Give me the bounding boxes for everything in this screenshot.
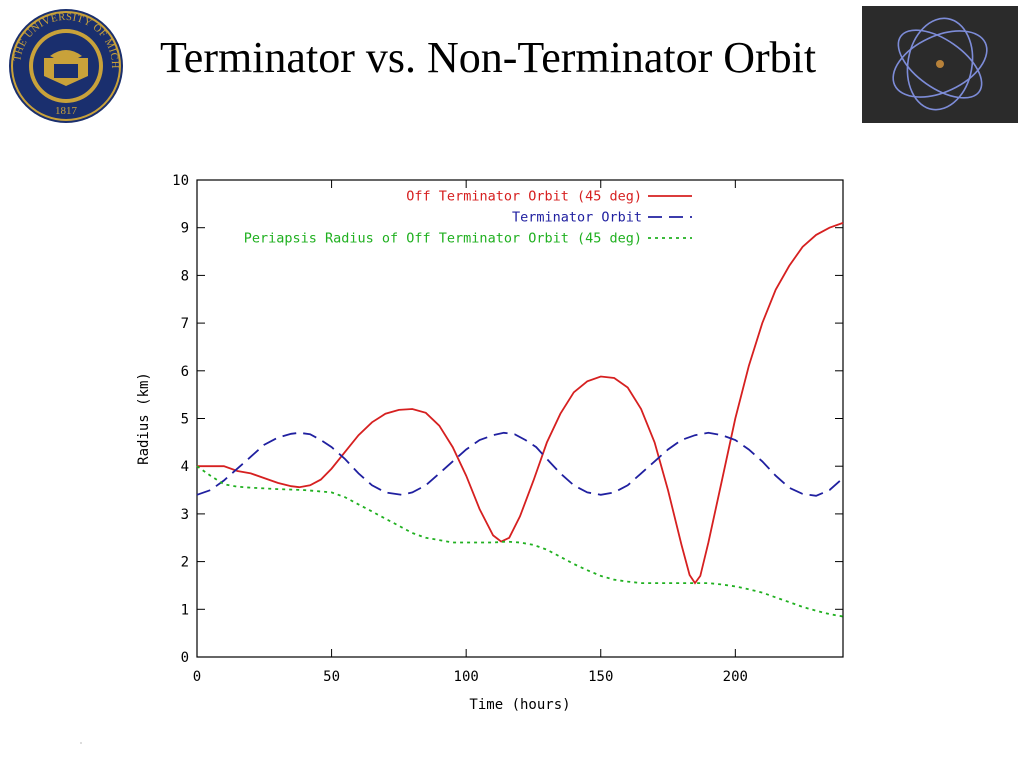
y-tick-label: 2 bbox=[181, 555, 189, 571]
series-line-dotted bbox=[196, 465, 844, 618]
asteroid-body bbox=[936, 60, 944, 68]
radius-vs-time-chart: 0 50 100 150 200 0 1 2 3 4 5 6 7 8 9 10 Off Terminator … bbox=[136, 173, 844, 713]
legend-label: Terminator Orbit bbox=[512, 210, 642, 226]
y-tick-label: 9 bbox=[181, 221, 189, 237]
y-axis-label: Radius (km) bbox=[136, 372, 152, 465]
orbit-path bbox=[906, 17, 974, 111]
y-tick-label: 6 bbox=[181, 364, 189, 380]
series-line-solid bbox=[197, 222, 844, 585]
y-tick-label: 1 bbox=[181, 602, 189, 618]
y-tick-label: 8 bbox=[181, 268, 189, 284]
y-tick-label: 0 bbox=[181, 650, 189, 666]
y-tick-label: 7 bbox=[181, 316, 189, 332]
legend-label: Off Terminator Orbit (45 deg) bbox=[406, 189, 642, 205]
x-tick-label: 200 bbox=[723, 669, 748, 685]
x-tick-label: 0 bbox=[193, 669, 201, 685]
seal-year: 1817 bbox=[55, 105, 78, 117]
seal-gold-ring bbox=[11, 11, 121, 121]
series-line-dashed bbox=[196, 431, 844, 497]
x-tick-label: 50 bbox=[323, 669, 340, 685]
x-tick-label: 150 bbox=[588, 669, 613, 685]
orbit-path bbox=[897, 29, 983, 99]
seal-lamp bbox=[50, 50, 82, 58]
seal-book bbox=[54, 64, 78, 78]
plot-area-border bbox=[196, 179, 844, 658]
y-tick-label: 5 bbox=[181, 412, 189, 428]
y-tick-label: 4 bbox=[181, 459, 189, 475]
y-tick-label: 10 bbox=[172, 173, 189, 189]
x-axis-label: Time (hours) bbox=[469, 697, 570, 713]
legend-label: Periapsis Radius of Off Terminator Orbit… bbox=[244, 231, 642, 247]
slide-title: Terminator vs. Non-Terminator Orbit bbox=[160, 33, 817, 82]
slide-marker bbox=[80, 742, 82, 744]
x-tick-label: 100 bbox=[454, 669, 479, 685]
y-tick-label: 3 bbox=[181, 507, 189, 523]
orbit-path bbox=[892, 30, 988, 98]
university-seal-icon: THE UNIVERSITY OF MICHIGAN 1817 bbox=[6, 6, 123, 123]
orbit-diagram-icon bbox=[862, 6, 1018, 123]
